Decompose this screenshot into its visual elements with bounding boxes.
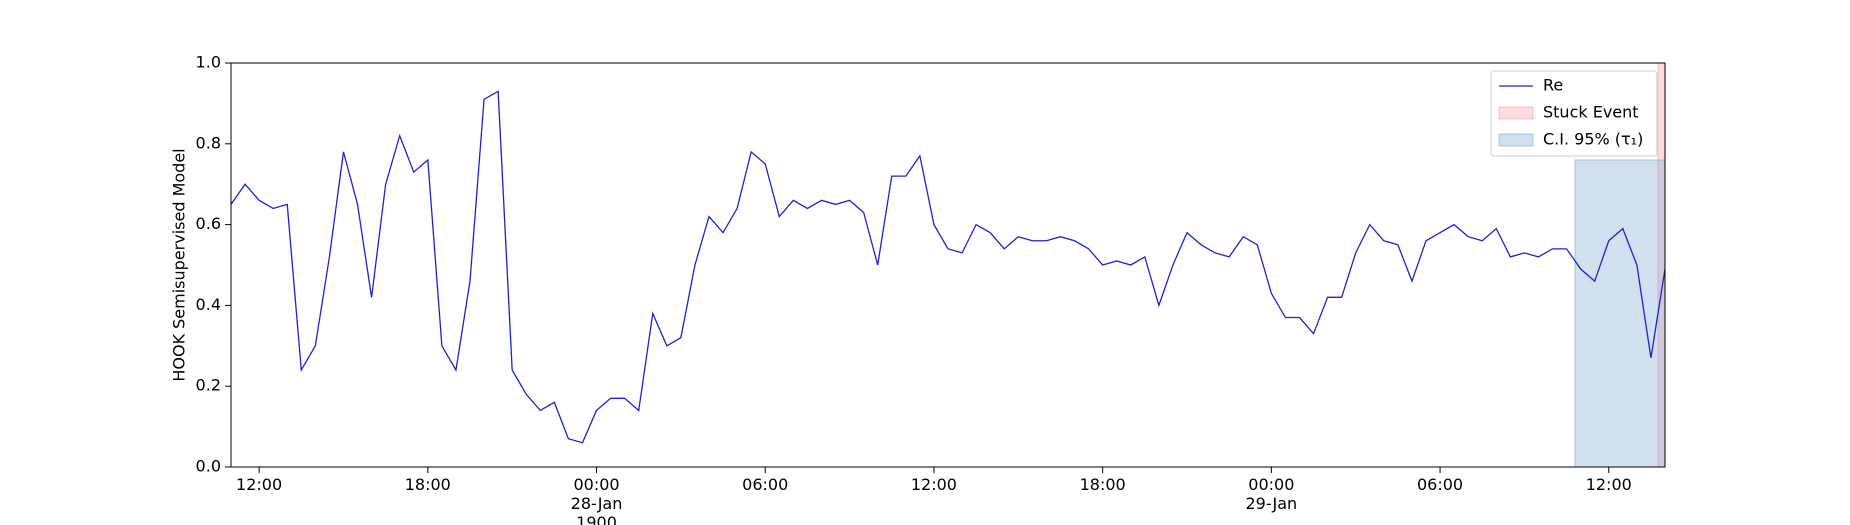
x-tick-label: 06:00	[1416, 475, 1464, 494]
y-tick-label: 0.0	[196, 457, 221, 476]
x-tick-label: 06:00	[742, 475, 789, 494]
y-tick-label: 0.8	[196, 133, 221, 152]
legend-swatch	[1498, 133, 1534, 147]
x-tick-label: 00:00 29-Jan	[1245, 475, 1298, 513]
legend: Re Stuck Event C.I. 95% (τ₁)	[1490, 70, 1658, 157]
y-axis-label: HOOK Semisupervised Model	[170, 148, 189, 381]
legend-label: Stuck Event	[1543, 103, 1639, 122]
y-tick-label: 1.0	[196, 53, 221, 72]
y-tick-label: 0.4	[196, 295, 221, 314]
y-tick-label: 0.2	[196, 376, 221, 395]
shaded-span	[1574, 159, 1666, 468]
legend-label: Re	[1543, 76, 1563, 95]
x-tick-label: 12:00	[236, 475, 283, 494]
data-line	[230, 90, 1666, 444]
x-tick-label: 18:00	[1079, 475, 1126, 494]
x-tick-label: 18:00	[404, 475, 451, 494]
x-tick-label: 12:00	[1585, 475, 1632, 494]
plot-frame	[230, 62, 1666, 468]
x-tick-label: 12:00	[910, 475, 957, 494]
y-tick-label: 0.6	[196, 214, 221, 233]
legend-label: C.I. 95% (τ₁)	[1543, 130, 1643, 149]
legend-swatch	[1498, 106, 1534, 120]
x-tick-label: 00:00 28-Jan 1900	[570, 475, 623, 525]
